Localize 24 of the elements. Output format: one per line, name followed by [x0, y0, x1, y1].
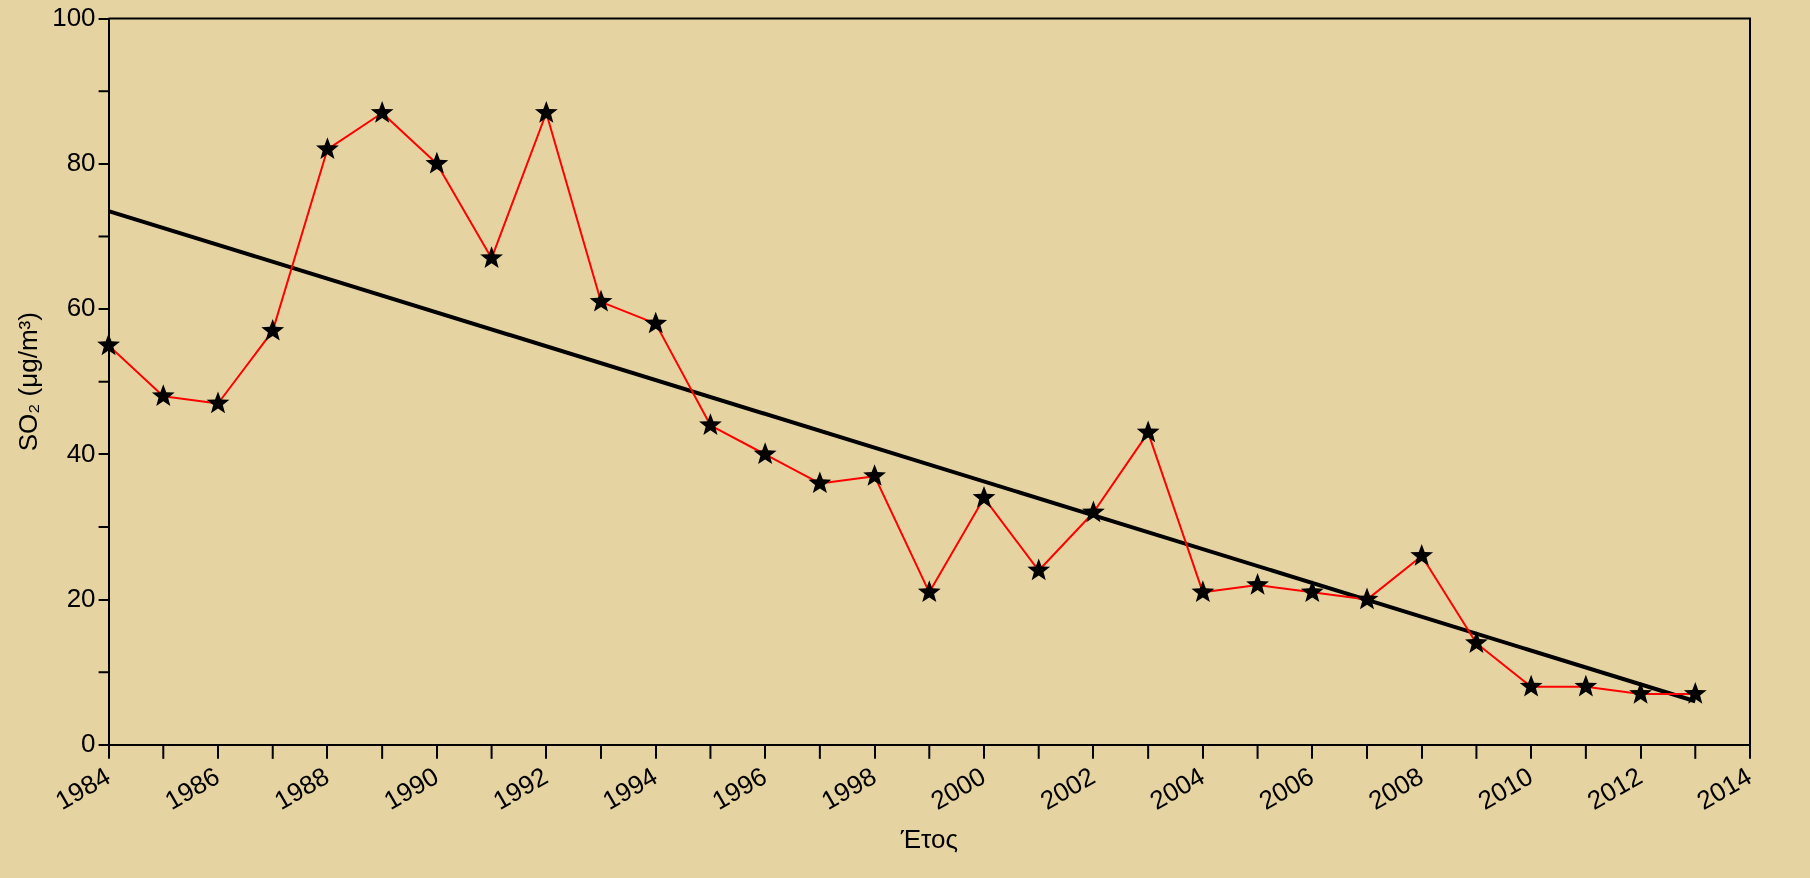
x-tick-label: 2008	[1363, 760, 1429, 816]
x-axis-title: Έτος	[899, 823, 958, 854]
y-tick-label: 100	[52, 1, 96, 32]
x-tick-label: 2012	[1582, 760, 1648, 816]
x-tick-label: 1996	[706, 760, 772, 816]
x-tick-label: 2002	[1034, 760, 1101, 816]
x-tick-label: 2006	[1253, 760, 1319, 816]
x-tick-label: 1984	[50, 760, 116, 816]
x-tick-label: 2010	[1472, 760, 1538, 816]
y-tick-label: 0	[81, 728, 96, 759]
y-tick-label: 60	[66, 292, 96, 323]
y-tick-label: 40	[66, 437, 96, 468]
x-tick-label: 1988	[268, 760, 335, 816]
x-tick-label: 2000	[925, 760, 991, 816]
x-tick-label: 1990	[378, 760, 444, 816]
x-tick-label: 1986	[159, 760, 225, 816]
x-tick-label: 2014	[1691, 760, 1757, 816]
x-tick-label: 1992	[487, 760, 553, 816]
y-axis-title: SO₂ (μg/m³)	[12, 312, 43, 452]
x-tick-label: 2004	[1144, 760, 1210, 816]
y-tick-label: 20	[66, 582, 96, 613]
x-tick-label: 1998	[816, 760, 882, 816]
y-tick-label: 80	[66, 147, 96, 178]
x-tick-label: 1994	[597, 760, 663, 816]
